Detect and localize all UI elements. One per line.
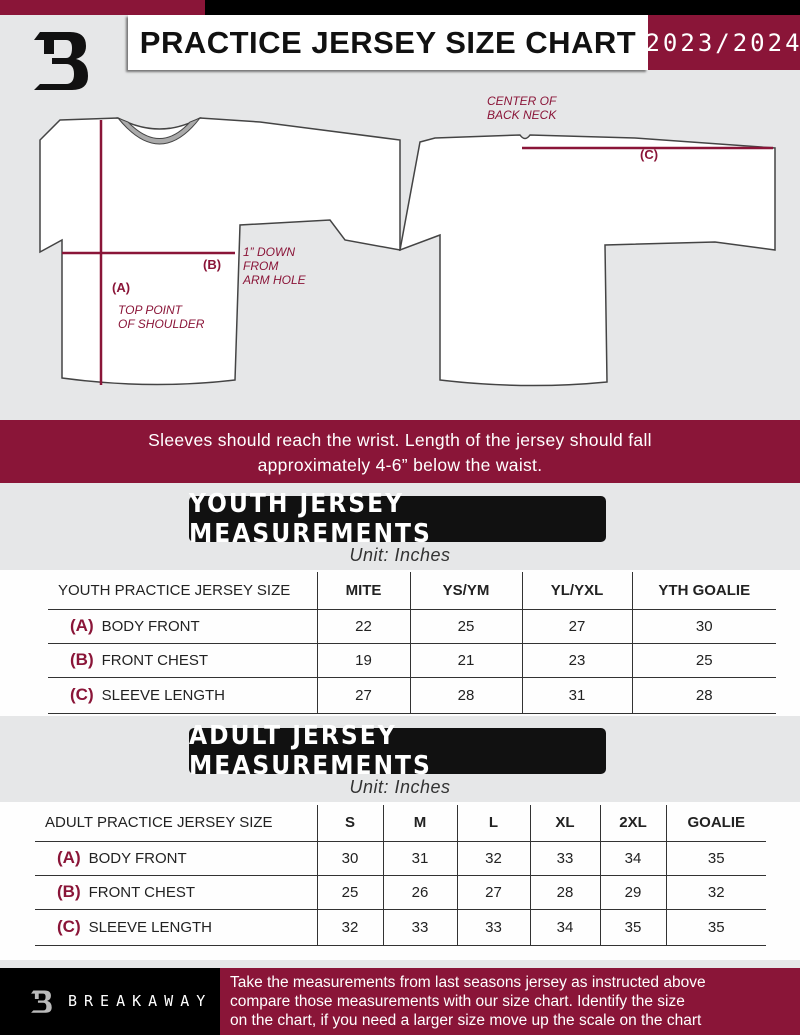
cell: 33	[382, 909, 457, 946]
cell: 28	[409, 677, 522, 714]
breakaway-logo-icon	[34, 32, 88, 90]
cell: 27	[521, 609, 632, 644]
adult-unit: Unit: Inches	[349, 777, 451, 797]
cell: 31	[382, 841, 457, 876]
youth-unit: Unit: Inches	[349, 545, 451, 565]
note-line: BACK NECK	[487, 108, 557, 122]
adult-heading: ADULT JERSEY MEASUREMENTS	[189, 721, 606, 781]
table-row: (B) FRONT CHEST 19 21 23 25	[48, 643, 776, 678]
column-header: M	[382, 805, 457, 842]
table-row: (C) SLEEVE LENGTH 32 33 33 34 35 35	[35, 909, 766, 946]
cell: 22	[316, 609, 410, 644]
column-header: YL/YXL	[521, 572, 632, 610]
page-title: PRACTICE JERSEY SIZE CHART	[128, 15, 648, 70]
cell: 28	[529, 875, 600, 910]
row-key: (A)	[57, 848, 81, 867]
jersey-front-illustration	[39, 116, 401, 386]
table-header-row: YOUTH PRACTICE JERSEY SIZE MITE YS/YM YL…	[48, 572, 776, 610]
cell: 32	[665, 875, 766, 910]
label-a: (A)	[112, 280, 131, 295]
table-row: (C) SLEEVE LENGTH 27 28 31 28	[48, 677, 776, 714]
top-bar-accent	[0, 0, 205, 15]
jersey-back-illustration	[399, 134, 776, 387]
cell: 32	[316, 909, 383, 946]
column-header: YTH GOALIE	[631, 572, 776, 610]
footer-brand: BREAKAWAY	[0, 968, 220, 1035]
fit-instructions-band: Sleeves should reach the wrist. Length o…	[0, 420, 800, 483]
column-header: S	[316, 805, 383, 842]
fit-line-1: Sleeves should reach the wrist. Length o…	[148, 430, 652, 450]
cell: 29	[599, 875, 666, 910]
row-label: FRONT CHEST	[101, 652, 209, 669]
adult-size-table: ADULT PRACTICE JERSEY SIZE S M L XL 2XL …	[35, 805, 766, 946]
breakaway-logo-icon	[31, 990, 52, 1013]
fit-line-2: approximately 4-6” below the waist.	[257, 455, 543, 475]
cell: 27	[316, 677, 410, 714]
column-header: YOUTH PRACTICE JERSEY SIZE	[48, 572, 317, 610]
table-row: (A) BODY FRONT 30 31 32 33 34 35	[35, 841, 766, 876]
footer-line-2: compare those measurements with our size…	[230, 993, 685, 1010]
cell: 35	[599, 909, 666, 946]
note-line: 1” DOWN	[243, 245, 295, 259]
row-key: (B)	[70, 650, 94, 669]
cell: 26	[382, 875, 457, 910]
note-line: FROM	[243, 259, 279, 273]
note-line: TOP POINT	[118, 303, 183, 317]
column-header: YS/YM	[409, 572, 522, 610]
cell: 28	[631, 677, 776, 714]
cell: 33	[456, 909, 530, 946]
row-label: BODY FRONT	[101, 618, 200, 635]
row-label: FRONT CHEST	[88, 884, 196, 901]
label-c: (C)	[640, 147, 659, 162]
cell: 33	[529, 841, 600, 876]
column-header: ADULT PRACTICE JERSEY SIZE	[35, 805, 317, 842]
cell: 32	[456, 841, 530, 876]
row-label: BODY FRONT	[88, 850, 187, 867]
footer-line-3: on the chart, if you need a larger size …	[230, 1012, 702, 1029]
column-header: L	[456, 805, 530, 842]
cell: 30	[316, 841, 383, 876]
cell: 25	[409, 609, 522, 644]
note-back-neck: CENTER OF BACK NECK	[487, 94, 556, 122]
cell: 25	[631, 643, 776, 678]
footer-instructions: Take the measurements from last seasons …	[220, 968, 800, 1035]
youth-size-table: YOUTH PRACTICE JERSEY SIZE MITE YS/YM YL…	[48, 572, 776, 714]
column-header: MITE	[316, 572, 410, 610]
cell: 30	[631, 609, 776, 644]
cell: 23	[521, 643, 632, 678]
column-header: XL	[529, 805, 600, 842]
table-header-row: ADULT PRACTICE JERSEY SIZE S M L XL 2XL …	[35, 805, 766, 842]
row-label: SLEEVE LENGTH	[101, 687, 225, 704]
cell: 21	[409, 643, 522, 678]
note-arm-hole: 1” DOWN FROM ARM HOLE	[243, 245, 306, 287]
cell: 35	[665, 909, 766, 946]
cell: 19	[316, 643, 410, 678]
table-row: (A) BODY FRONT 22 25 27 30	[48, 609, 776, 644]
row-key: (A)	[70, 616, 94, 635]
top-bar-dark	[205, 0, 800, 15]
cell: 35	[665, 841, 766, 876]
note-line: ARM HOLE	[243, 273, 306, 287]
cell: 31	[521, 677, 632, 714]
note-line: OF SHOULDER	[118, 317, 205, 331]
cell: 25	[316, 875, 383, 910]
column-header: 2XL	[599, 805, 666, 842]
label-b: (B)	[203, 257, 222, 272]
cell: 34	[529, 909, 600, 946]
note-line: CENTER OF	[487, 94, 557, 108]
footer-line-1: Take the measurements from last seasons …	[230, 974, 706, 991]
brand-name: BREAKAWAY	[68, 992, 213, 1010]
note-top-point: TOP POINT OF SHOULDER	[118, 303, 204, 331]
season-badge: 2023/2024	[645, 15, 800, 70]
cell: 34	[599, 841, 666, 876]
table-row: (B) FRONT CHEST 25 26 27 28 29 32	[35, 875, 766, 910]
column-header: GOALIE	[665, 805, 766, 842]
row-key: (C)	[57, 917, 81, 936]
row-label: SLEEVE LENGTH	[88, 919, 212, 936]
youth-heading: YOUTH JERSEY MEASUREMENTS	[189, 489, 606, 549]
cell: 27	[456, 875, 530, 910]
row-key: (C)	[70, 685, 94, 704]
row-key: (B)	[57, 882, 81, 901]
